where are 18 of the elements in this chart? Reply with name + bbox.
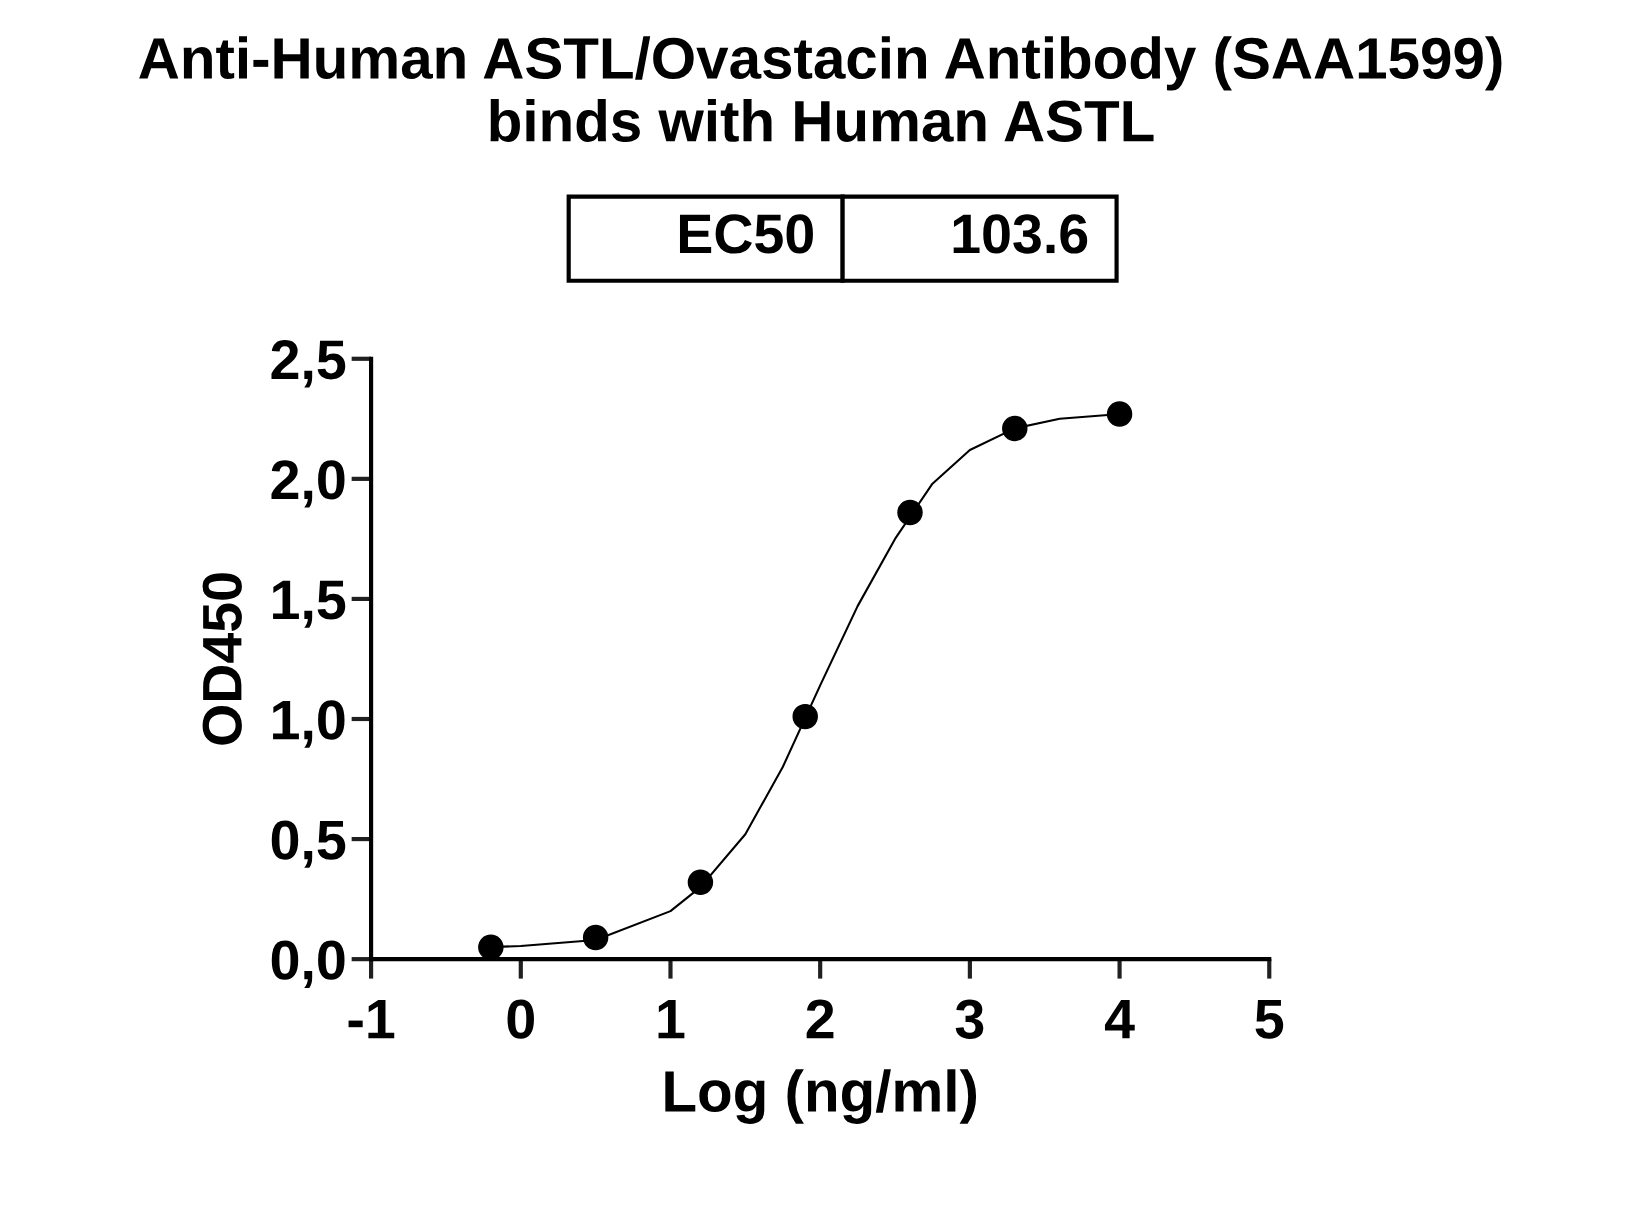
chart-title: Anti-Human ASTL/Ovastacin Antibody (SAA1599) binds with Human ASTL [139,36,1502,142]
x-tick-label: -1 [348,1000,395,1039]
y-tick-label: 1,5 [273,580,346,628]
x-tick-label: 1 [658,1000,685,1039]
x-tick-label: 5 [1255,1000,1284,1039]
y-tick-label: 2,0 [271,460,345,508]
y-tick-label: 2,5 [271,340,346,388]
x-tick-label: 3 [955,999,984,1039]
text: EC50 [679,214,813,254]
text: 103.6 [953,214,1088,254]
y-tick-label: 0,0 [271,940,345,988]
x-axis-title: Log (ng/ml) [665,1069,977,1124]
y-tick-label: 0,5 [271,820,346,868]
x-tick-label: 2 [806,999,834,1039]
y-tick-label: 1,0 [273,700,345,748]
y-axis-title: OD450 [202,573,242,745]
x-tick-label: 4 [1104,1000,1135,1039]
x-tick-label: 0 [507,999,534,1039]
